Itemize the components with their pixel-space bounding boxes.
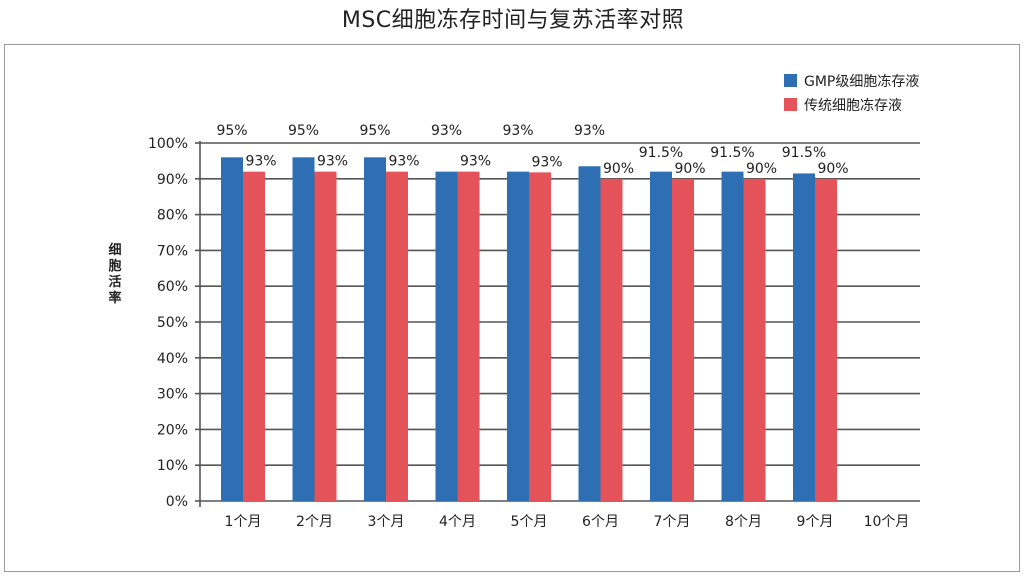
x-tick-label: 10个月 (864, 514, 910, 530)
bar (314, 171, 337, 501)
y-tick-label: 90% (157, 172, 188, 188)
data-label: 91.5% (639, 145, 683, 161)
x-tick-label: 2个月 (296, 514, 333, 530)
data-label: 93% (431, 123, 462, 139)
y-tick-label: 70% (157, 243, 188, 259)
y-tick-label: 50% (157, 315, 188, 331)
bar (815, 178, 837, 502)
data-label: 95% (359, 123, 390, 139)
bar (578, 166, 601, 501)
bar (743, 178, 766, 502)
data-label: 93% (317, 154, 348, 170)
data-label: 93% (531, 154, 562, 170)
bar (507, 171, 529, 501)
data-label: 93% (388, 154, 419, 170)
y-axis-label-char: 率 (108, 290, 121, 306)
legend-swatch (784, 74, 797, 87)
data-label: 90% (746, 161, 777, 177)
legend-swatch (784, 98, 797, 111)
data-label: 93% (574, 123, 605, 139)
legend-label: 传统细胞冻存液 (804, 97, 902, 114)
y-tick-label: 10% (157, 458, 188, 474)
bar (386, 171, 408, 501)
x-tick-label: 7个月 (654, 514, 691, 530)
y-tick-label: 80% (157, 208, 188, 224)
x-tick-label: 3个月 (368, 514, 405, 530)
y-tick-label: 60% (157, 279, 188, 295)
bar (221, 157, 243, 501)
data-label: 95% (288, 123, 319, 139)
bar (721, 171, 744, 501)
bar (600, 178, 623, 502)
bar (364, 157, 386, 501)
bars (221, 157, 837, 502)
y-axis-label-char: 胞 (107, 258, 121, 274)
x-tick-label: 6个月 (582, 514, 619, 530)
data-label: 91.5% (710, 145, 754, 161)
y-tick-label: 30% (157, 387, 188, 403)
data-label: 95% (216, 123, 247, 139)
data-labels: 95%93%95%93%95%93%93%93%93%93%93%90%91.5… (216, 123, 848, 177)
x-tick-label: 9个月 (797, 514, 834, 530)
y-tick-label: 0% (166, 494, 188, 510)
y-tick-label: 40% (157, 351, 188, 367)
legend-label: GMP级细胞冻存液 (804, 73, 919, 90)
y-tick-label: 100% (148, 136, 188, 152)
x-tick-label: 4个月 (439, 514, 476, 530)
chart-title: MSC细胞冻存时间与复苏活率对照 (341, 8, 685, 33)
data-label: 90% (674, 161, 705, 177)
data-label: 93% (460, 154, 491, 170)
bar (457, 171, 480, 501)
bar (292, 157, 315, 501)
y-axis-label: 细胞活率 (107, 242, 121, 306)
y-tick-label: 20% (157, 422, 188, 438)
data-label: 90% (817, 161, 848, 177)
bar (243, 171, 265, 501)
bar (529, 172, 551, 501)
bar (650, 171, 672, 501)
x-tick-label: 8个月 (725, 514, 762, 530)
bar (672, 178, 694, 502)
y-axis-label-char: 活 (108, 274, 121, 290)
x-tick-label: 5个月 (511, 514, 548, 530)
bar (793, 173, 815, 501)
x-tick-label: 1个月 (225, 514, 262, 530)
data-label: 90% (603, 161, 634, 177)
y-axis-label-char: 细 (108, 242, 121, 258)
data-label: 93% (502, 123, 533, 139)
data-label: 93% (245, 154, 276, 170)
bar (435, 171, 458, 501)
data-label: 91.5% (782, 145, 826, 161)
axes: 0% 10% 20% 30% 40% 50% 60% 70% 80% 90% 100% 1个月 2个月 3… (148, 136, 909, 530)
